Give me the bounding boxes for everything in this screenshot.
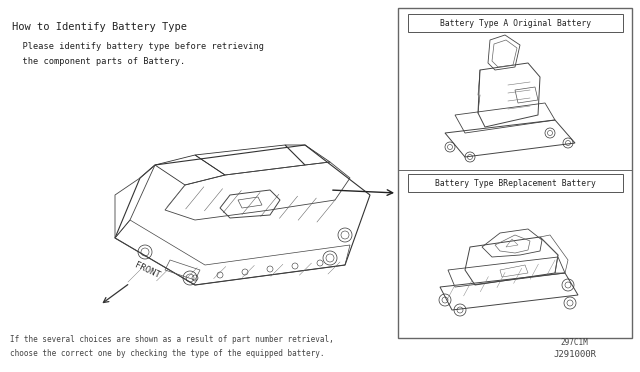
Text: Please identify battery type before retrieving: Please identify battery type before retr… xyxy=(12,42,264,51)
Bar xyxy=(408,14,623,32)
Text: Battery Type A Original Battery: Battery Type A Original Battery xyxy=(440,19,591,28)
Text: choose the correct one by checking the type of the equipped battery.: choose the correct one by checking the t… xyxy=(10,349,324,358)
Text: If the several choices are shown as a result of part number retrieval,: If the several choices are shown as a re… xyxy=(10,335,333,344)
Text: Battery Type BReplacement Battery: Battery Type BReplacement Battery xyxy=(435,179,596,187)
Text: How to Identify Battery Type: How to Identify Battery Type xyxy=(12,22,187,32)
Text: FRONT: FRONT xyxy=(133,260,161,280)
Text: 297C1M: 297C1M xyxy=(560,338,588,347)
Text: the component parts of Battery.: the component parts of Battery. xyxy=(12,57,185,66)
Bar xyxy=(408,174,623,192)
Text: J291000R: J291000R xyxy=(553,350,596,359)
Bar xyxy=(398,8,632,338)
